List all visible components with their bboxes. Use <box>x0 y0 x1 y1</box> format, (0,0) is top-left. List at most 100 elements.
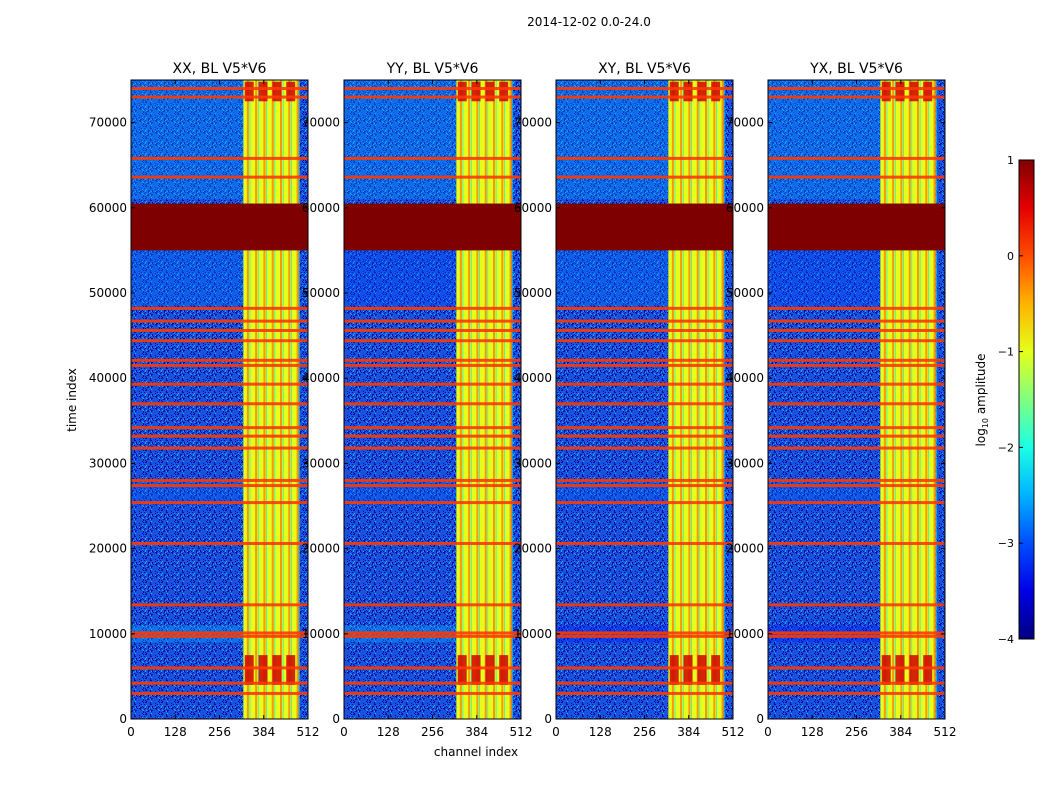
flagged-row <box>344 634 521 638</box>
flagged-row <box>131 306 308 310</box>
flagged-row <box>556 426 733 430</box>
heatmap-region <box>556 80 669 200</box>
saturated-block <box>344 203 521 251</box>
channel-stripe <box>271 80 274 719</box>
x-axis-label: channel index <box>434 745 518 759</box>
flagged-row <box>131 434 308 438</box>
channel-gap <box>470 80 472 719</box>
band-hotspot <box>471 655 481 685</box>
channel-gap <box>266 80 267 719</box>
flagged-row <box>344 631 521 635</box>
channel-stripe <box>468 80 471 719</box>
flagged-row <box>768 691 945 695</box>
flagged-row <box>131 358 308 362</box>
flagged-row <box>768 501 945 505</box>
band-hotspot <box>909 655 919 685</box>
band-hotspot <box>895 655 905 685</box>
band-hotspot <box>272 655 282 685</box>
channel-gap <box>886 80 888 719</box>
band-hotspot <box>697 81 707 102</box>
x-tick-label: 128 <box>164 725 187 739</box>
y-tick-label: 50000 <box>302 286 340 300</box>
band-hotspot <box>244 655 254 685</box>
band-hotspot <box>697 655 707 685</box>
flagged-row <box>556 634 733 638</box>
flagged-row <box>768 319 945 323</box>
flagged-row <box>131 382 308 386</box>
flagged-row <box>768 426 945 430</box>
flagged-row <box>131 339 308 343</box>
channel-stripe <box>484 80 487 719</box>
heatmap-region <box>344 80 457 200</box>
heatmap-region <box>131 250 244 306</box>
x-tick-label: 256 <box>845 725 868 739</box>
flagged-row <box>768 175 945 179</box>
channel-stripe <box>671 80 674 719</box>
band-hotspot <box>499 655 509 685</box>
channel-gap <box>299 80 301 719</box>
panel-2: YY, BL V5*V6 0 128 256 384 512 0 10000 20000 3000… <box>302 61 533 739</box>
band-hotspot <box>669 655 679 685</box>
flagged-row <box>344 328 521 332</box>
panel-title: XX, BL V5*V6 <box>173 61 267 77</box>
heatmap-region <box>768 80 881 200</box>
heatmap-image <box>768 80 945 719</box>
flagged-row <box>131 484 308 488</box>
band-hotspot <box>669 81 679 102</box>
channel-gap <box>911 80 913 719</box>
flagged-row <box>131 87 308 91</box>
flagged-row <box>556 402 733 406</box>
channel-stripe <box>680 80 683 719</box>
flagged-row <box>768 95 945 99</box>
flagged-row <box>768 358 945 362</box>
flagged-row <box>768 339 945 343</box>
band-hotspot <box>683 655 693 685</box>
flagged-row <box>131 319 308 323</box>
band-hotspot <box>258 81 268 102</box>
flagged-row <box>344 484 521 488</box>
y-tick-label: 50000 <box>514 286 552 300</box>
channel-stripe <box>933 80 936 719</box>
flagged-row <box>131 156 308 160</box>
colorbar-tick-label: −3 <box>998 537 1014 550</box>
y-tick-label: 30000 <box>726 456 764 470</box>
flagged-row <box>768 328 945 332</box>
x-tick-label: 256 <box>208 725 231 739</box>
channel-stripe <box>501 80 504 719</box>
heatmap-image <box>131 80 308 719</box>
flagged-row <box>131 95 308 99</box>
y-tick-label: 70000 <box>302 116 340 130</box>
channel-stripe <box>296 80 299 719</box>
y-tick-label: 20000 <box>89 542 127 556</box>
flagged-row <box>131 666 308 670</box>
band-hotspot <box>485 81 495 102</box>
flagged-row <box>344 478 521 482</box>
flagged-row <box>556 319 733 323</box>
channel-stripe <box>246 80 249 719</box>
flagged-row <box>556 666 733 670</box>
panel-title: YX, BL V5*V6 <box>809 61 903 77</box>
y-tick-label: 50000 <box>89 286 127 300</box>
band-hotspot <box>244 81 254 102</box>
y-tick-label: 40000 <box>726 371 764 385</box>
x-tick-label: 384 <box>677 725 700 739</box>
flagged-row <box>344 95 521 99</box>
y-tick-label: 40000 <box>514 371 552 385</box>
flagged-row <box>768 484 945 488</box>
flagged-row <box>131 631 308 635</box>
channel-stripe <box>925 80 928 719</box>
flagged-row <box>768 363 945 367</box>
flagged-row <box>344 319 521 323</box>
band-hotspot <box>711 655 721 685</box>
channel-stripe <box>908 80 911 719</box>
y-tick-label: 50000 <box>726 286 764 300</box>
flagged-row <box>131 446 308 450</box>
flagged-row <box>556 446 733 450</box>
flagged-row <box>344 87 521 91</box>
flagged-row <box>131 328 308 332</box>
x-tick-label: 0 <box>552 725 560 739</box>
channel-stripe <box>459 80 462 719</box>
flagged-row <box>768 156 945 160</box>
channel-stripe <box>263 80 266 719</box>
flagged-row <box>344 402 521 406</box>
